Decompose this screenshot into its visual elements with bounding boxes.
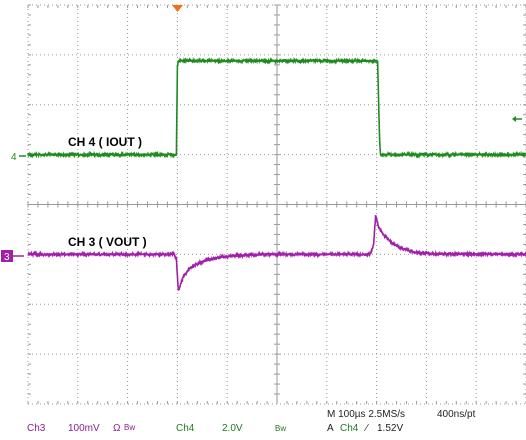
ch4-bandwidth-limit: Bw — [275, 424, 287, 433]
ch3-name: Ch3 — [27, 423, 46, 434]
ch3-ground-marker: 3 — [1, 250, 24, 263]
ch3-bandwidth-limit: Bw — [124, 423, 136, 432]
ch4-scale: 2.0V — [222, 423, 243, 434]
ch3-scale: 100mV — [68, 423, 100, 434]
ch4-iout-trace — [27, 56, 526, 159]
ch3-vout-trace — [27, 214, 526, 291]
trigger-mode: A — [327, 423, 334, 434]
trigger-level-arrow-head — [512, 116, 516, 122]
ch4-marker-label: 4 — [11, 152, 17, 163]
ch4-name: Ch4 — [176, 423, 195, 434]
trigger-position-marker — [172, 5, 183, 12]
trigger-level-marker — [512, 116, 522, 122]
ch4-trace-label: CH 4 ( IOUT ) — [68, 135, 142, 149]
trigger-source: Ch4 — [340, 423, 359, 434]
ch3-marker-label: 3 — [4, 252, 10, 263]
ch3-trace-label: CH 3 ( VOUT ) — [68, 235, 147, 249]
trigger-level: 1.52V — [377, 423, 404, 434]
trigger-slope-icon: ⁄ — [366, 423, 368, 434]
timebase-readout: M 100µs 2.5MS/s — [327, 409, 406, 420]
sample-resolution: 400ns/pt — [437, 409, 476, 420]
graticule — [27, 4, 526, 405]
ch3-impedance-icon: Ω — [113, 423, 121, 434]
ch4-ground-marker: 4 — [11, 152, 26, 163]
ch3-marker-box — [1, 250, 13, 262]
